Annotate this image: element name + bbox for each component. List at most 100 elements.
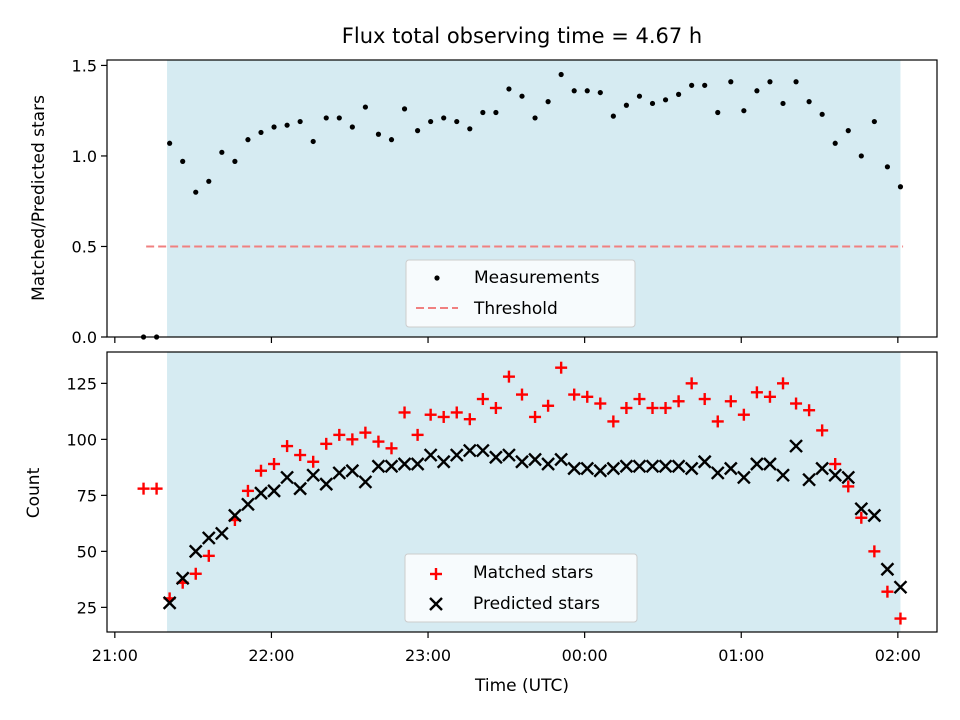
top-legend-box — [405, 259, 636, 328]
legend-predicted-marker — [429, 597, 443, 611]
predicted-star-point — [658, 459, 673, 474]
matched-star-point — [359, 426, 372, 439]
measurement-point — [545, 99, 551, 105]
predicted-star-point — [515, 454, 529, 469]
measurement-point — [297, 118, 303, 125]
predicted-star-point — [449, 448, 464, 462]
bottom-y-axis: 25 50 75 100 125 — [66, 374, 107, 617]
measurement-point — [649, 100, 656, 107]
top-y-tick-label: 1.0 — [72, 147, 97, 166]
predicted-star-point — [802, 472, 816, 487]
matched-star-point — [254, 464, 267, 477]
bottom-axes-frame — [106, 351, 938, 633]
matched-star-point — [816, 424, 829, 437]
predicted-star-point — [580, 461, 595, 476]
measurement-point — [623, 102, 630, 108]
predicted-star-point — [541, 457, 555, 471]
measurement-point — [597, 89, 603, 96]
predicted-star-point — [671, 459, 686, 474]
legend-predicted-label: Predicted stars — [473, 594, 600, 614]
matched-star-point — [737, 408, 750, 421]
bottom-y-tick-label: 50 — [77, 542, 97, 561]
x-tick-label: 00:00 — [562, 646, 608, 665]
chart-title: Flux total observing time = 4.67 h — [342, 24, 702, 48]
predicted-star-point — [371, 459, 386, 474]
matched-star-point — [842, 480, 855, 493]
measurement-point — [506, 86, 512, 92]
predicted-star-point — [476, 443, 490, 458]
predicted-star-point — [280, 470, 294, 485]
measurement-point — [741, 108, 747, 114]
measurement-point — [193, 189, 199, 195]
matched-star-point — [881, 585, 894, 598]
matched-star-point — [555, 361, 568, 374]
predicted-star-point — [776, 468, 790, 483]
matched-star-point — [620, 402, 633, 414]
predicted-star-point — [789, 439, 803, 453]
predicted-star-point — [188, 544, 203, 559]
measurement-point — [414, 128, 421, 134]
top-y-tick-label: 0.0 — [72, 328, 97, 347]
matched-star-point — [372, 435, 385, 448]
matched-star-point — [894, 612, 907, 625]
measurement-point — [401, 106, 408, 112]
measurement-point — [832, 140, 838, 146]
predicted-star-point — [828, 468, 843, 483]
predicted-star-point — [319, 477, 334, 492]
predicted-star-point — [710, 466, 725, 480]
measurement-point — [806, 99, 812, 105]
matched-star-point — [868, 545, 881, 558]
x-tick-label: 21:00 — [92, 646, 138, 665]
measurement-point — [441, 115, 447, 121]
predicted-star-point — [593, 463, 608, 478]
matched-star-point — [698, 393, 711, 406]
matched-star-point — [150, 482, 163, 495]
predicted-star-point — [436, 454, 451, 469]
predicted-star-point — [750, 457, 764, 471]
matched-star-point — [437, 410, 450, 423]
predicted-star-point — [489, 450, 503, 465]
matched-star-point — [476, 393, 489, 406]
predicted-star-point — [528, 452, 542, 467]
measurement-point — [871, 118, 877, 125]
measurement-point — [206, 178, 212, 184]
measurement-point — [767, 79, 773, 85]
predicted-star-point — [384, 459, 399, 474]
predicted-star-point — [462, 443, 477, 458]
bottom-legend: Matched stars Predicted stars — [404, 553, 638, 623]
top-y-axis-label: Matched/Predicted stars — [29, 95, 49, 301]
measurement-points — [140, 71, 904, 340]
matched-star-point — [398, 406, 411, 419]
x-tick-label: 02:00 — [875, 646, 921, 665]
measurement-point — [271, 124, 277, 130]
matched-star-point — [137, 482, 150, 495]
predicted-star-point — [254, 486, 268, 500]
predicted-star-point — [763, 457, 777, 471]
predicted-star-point — [423, 448, 438, 462]
predicted-stars-points — [162, 439, 908, 610]
matched-star-point — [241, 484, 254, 497]
bottom-panel: 25 50 75 100 125 21:00 22:00 23:00 00:00 01:00 02… — [24, 351, 938, 696]
matched-star-point — [594, 397, 607, 410]
matched-star-point — [346, 433, 359, 446]
matched-star-point — [307, 455, 320, 468]
matched-star-point — [529, 410, 542, 423]
x-axis-label: Time (UTC) — [474, 676, 569, 696]
predicted-star-point — [841, 470, 856, 485]
predicted-star-point — [162, 596, 177, 610]
matched-star-point — [803, 404, 816, 417]
predicted-star-point — [410, 457, 425, 471]
top-panel: 0.0 0.5 1.0 1.5 Matched/Predicted stars Mea… — [29, 56, 938, 347]
legend-threshold-label: Threshold — [473, 299, 558, 319]
measurement-point — [884, 164, 891, 170]
x-tick-label: 22:00 — [248, 646, 294, 665]
matched-star-point — [763, 390, 776, 403]
measurement-point — [793, 79, 799, 85]
matched-star-point — [189, 567, 202, 580]
matched-star-point — [711, 415, 724, 428]
legend-matched-marker — [430, 568, 442, 580]
matched-star-point — [463, 413, 476, 426]
predicted-star-point — [397, 457, 412, 471]
predicted-star-point — [684, 461, 699, 476]
measurement-point — [636, 93, 643, 99]
